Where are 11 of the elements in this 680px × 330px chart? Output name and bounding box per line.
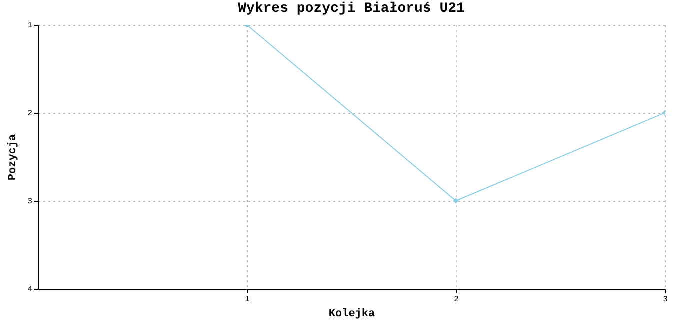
x-tick-label: 1: [245, 296, 250, 304]
y-axis-title: Pozycja: [8, 134, 20, 181]
y-tick-label: 2: [28, 110, 33, 118]
x-tick-label: 3: [663, 296, 668, 304]
y-tick-label: 4: [28, 286, 33, 294]
point: [453, 198, 459, 204]
y-tick-label: 3: [28, 198, 33, 206]
x-axis-title: Kolejka: [328, 308, 376, 320]
y-tick-label: 1: [28, 22, 33, 30]
chart-title: Wykres pozycji Białoruś U21: [238, 1, 465, 17]
x-tick-label: 2: [454, 296, 460, 304]
